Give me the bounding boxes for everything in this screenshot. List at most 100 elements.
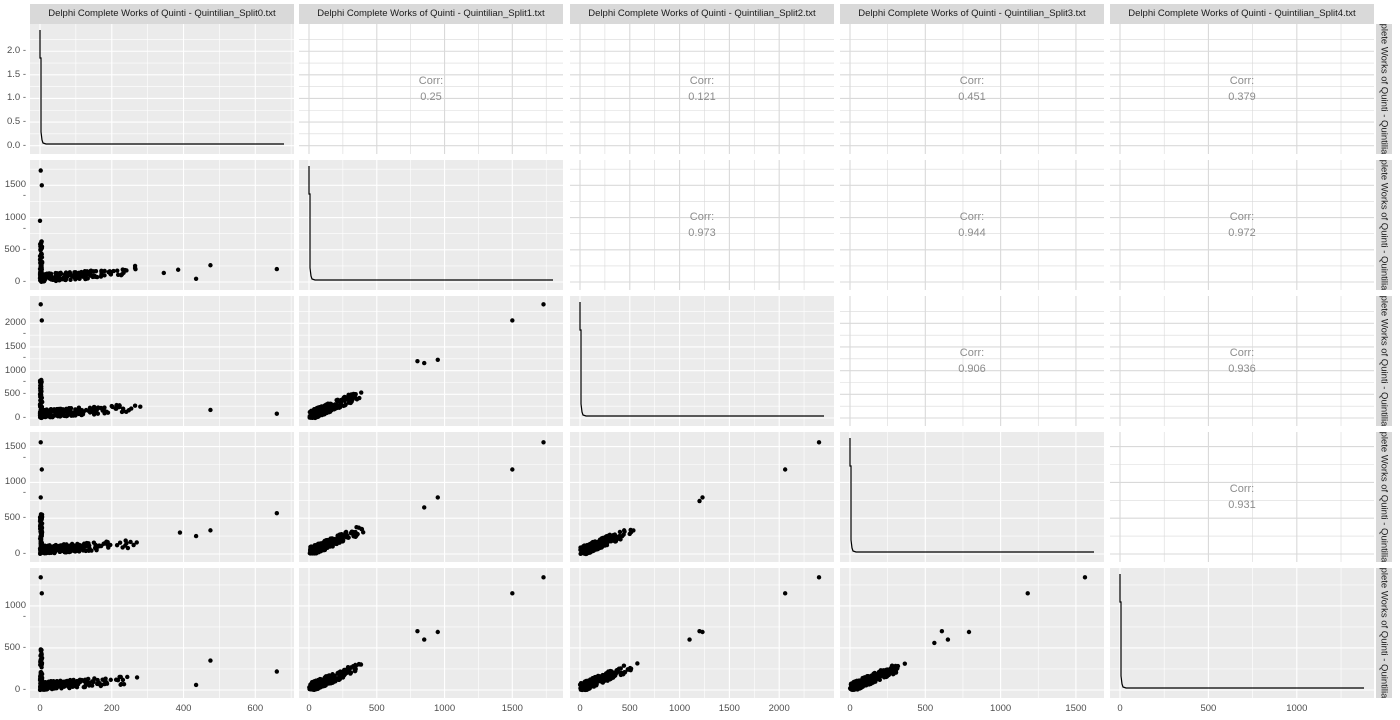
- scatter-panel: [30, 432, 294, 562]
- row-strip-text: plete Works of Quinti - Quintilia: [1378, 160, 1390, 290]
- corr-grid: [1110, 24, 1374, 154]
- corr-value: 0.121: [688, 91, 716, 103]
- correlation-panel: Corr: 0.931: [1110, 432, 1374, 562]
- correlation-panel: Corr: 0.379: [1110, 24, 1374, 154]
- correlation-panel: Corr: 0.973: [570, 160, 834, 290]
- y-tick-label: 0 -: [14, 548, 26, 559]
- row-strip-label: plete Works of Quinti - Quintilia: [1376, 296, 1392, 426]
- density-curve: [1119, 574, 1364, 689]
- density-curve: [579, 302, 824, 417]
- corr-label: Corr:: [689, 211, 715, 223]
- plot-area: [299, 432, 563, 562]
- x-tick-label: 0: [1117, 703, 1123, 714]
- scatter-panel: [299, 568, 563, 698]
- scatter-panel: [570, 568, 834, 698]
- y-tick-label: 0.5 -: [6, 116, 26, 128]
- y-tick-label: 1000 -: [4, 364, 26, 387]
- scatter-points: [307, 302, 546, 421]
- correlation-panel: Corr: 0.121: [570, 24, 834, 154]
- plot-area: [30, 296, 294, 426]
- correlation-text: Corr: 0.944: [840, 209, 1104, 241]
- correlation-panel: Corr: 0.944: [840, 160, 1104, 290]
- density-panel: [840, 432, 1104, 562]
- x-tick-label: 1500: [718, 703, 740, 714]
- y-tick-label: 1500 -: [4, 179, 26, 202]
- corr-grid: [1110, 432, 1374, 562]
- corr-value: 0.936: [1228, 363, 1256, 375]
- plot-area: [30, 432, 294, 562]
- correlation-text: Corr: 0.936: [1110, 345, 1374, 377]
- corr-grid: [1110, 160, 1374, 290]
- corr-value: 0.25: [420, 91, 442, 103]
- row-strip-label: plete Works of Quinti - Quintilia: [1376, 160, 1392, 290]
- y-tick-label: 0 -: [14, 276, 26, 287]
- plot-area: [299, 568, 563, 698]
- scatter-points: [37, 575, 280, 693]
- x-tick-label: 400: [175, 703, 192, 714]
- corr-label: Corr:: [1229, 483, 1255, 495]
- y-tick-label: 2000 -: [4, 317, 26, 340]
- row-strip-text: plete Works of Quinti - Quintilia: [1378, 296, 1390, 426]
- x-tick-label: 0: [306, 703, 312, 714]
- scatter-panel: [30, 296, 294, 426]
- x-tick-label: 0: [847, 703, 853, 714]
- corr-value: 0.973: [688, 227, 716, 239]
- y-tick-label: 1000 -: [4, 599, 26, 622]
- scatter-points: [578, 440, 822, 557]
- corr-label: Corr:: [1229, 211, 1255, 223]
- scatter-panel: [570, 432, 834, 562]
- column-strip-label: Delphi Complete Works of Quinti - Quinti…: [1110, 4, 1374, 24]
- scatter-points: [577, 575, 822, 693]
- x-tick-label: 0: [577, 703, 583, 714]
- density-curve: [308, 166, 553, 281]
- plot-area: [299, 160, 563, 290]
- correlation-text: Corr: 0.451: [840, 73, 1104, 105]
- corr-value: 0.906: [958, 363, 986, 375]
- scatter-points: [307, 575, 546, 692]
- plot-area: [840, 568, 1104, 698]
- correlation-panel: Corr: 0.972: [1110, 160, 1374, 290]
- corr-grid: [570, 160, 834, 290]
- corr-grid: [299, 24, 563, 154]
- corr-value: 0.972: [1228, 227, 1256, 239]
- column-strip-label: Delphi Complete Works of Quinti - Quinti…: [299, 4, 563, 24]
- y-tick-label: 1.5 -: [6, 68, 26, 80]
- correlation-text: Corr: 0.121: [570, 73, 834, 105]
- plot-area: [570, 296, 834, 426]
- correlation-text: Corr: 0.379: [1110, 73, 1374, 105]
- corr-value: 0.379: [1228, 91, 1256, 103]
- y-tick-label: 0.0 -: [6, 139, 26, 151]
- scatter-panel: [30, 160, 294, 290]
- corr-label: Corr:: [959, 347, 985, 359]
- x-tick-label: 200: [103, 703, 120, 714]
- y-tick-label: 500 -: [4, 243, 26, 255]
- column-strip-label: Delphi Complete Works of Quinti - Quinti…: [570, 4, 834, 24]
- row-strip-text: plete Works of Quinti - Quintilia: [1378, 24, 1390, 154]
- x-tick-label: 1500: [1065, 703, 1087, 714]
- row-strip-text: plete Works of Quinti - Quintilia: [1378, 568, 1390, 698]
- plot-area: [30, 24, 294, 154]
- correlation-text: Corr: 0.972: [1110, 209, 1374, 241]
- x-tick-label: 1000: [669, 703, 691, 714]
- y-tick-label: 0 -: [14, 412, 26, 423]
- correlation-text: Corr: 0.973: [570, 209, 834, 241]
- plot-area: [30, 568, 294, 698]
- scatter-points: [307, 440, 546, 556]
- corr-grid: [840, 160, 1104, 290]
- y-tick-label: 500 -: [4, 641, 26, 653]
- y-tick-label: 0 -: [14, 684, 26, 695]
- corr-grid: [840, 24, 1104, 154]
- density-panel: [1110, 568, 1374, 698]
- x-tick-label: 2000: [768, 703, 790, 714]
- x-tick-label: 600: [247, 703, 264, 714]
- y-tick-label: 1000 -: [4, 211, 26, 234]
- correlation-text: Corr: 0.906: [840, 345, 1104, 377]
- density-panel: [570, 296, 834, 426]
- scatter-points: [37, 168, 280, 284]
- density-panel: [299, 160, 563, 290]
- column-strip-label: Delphi Complete Works of Quinti - Quinti…: [840, 4, 1104, 24]
- scatter-points: [37, 440, 280, 556]
- correlation-panel: Corr: 0.906: [840, 296, 1104, 426]
- scatter-panel: [299, 432, 563, 562]
